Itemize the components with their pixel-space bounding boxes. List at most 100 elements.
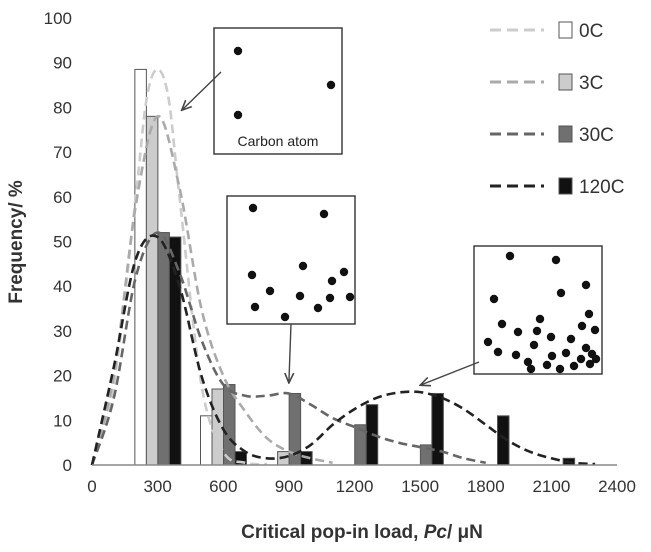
atom-dot [250,302,260,312]
atom-dot [581,280,591,290]
legend-item-30c: 30C [490,125,614,146]
atom-dot [585,359,595,369]
y-tick-label: 10 [53,411,72,430]
bar-0c-300 [134,68,147,466]
atom-dot [511,350,521,360]
y-tick-label: 70 [53,143,72,162]
legend: 0C 3C 30C 120C [490,21,624,198]
y-tick-label: 50 [53,233,72,252]
legend-item-3c: 3C [490,73,603,94]
y-tick-label: 20 [53,367,72,386]
curves-layer [90,68,596,466]
y-tick-label: 40 [53,277,72,296]
atom-dot [535,314,545,324]
inset-arrow [289,323,291,383]
x-tick-label: 300 [143,477,171,496]
atom-dot [298,261,308,271]
x-tick-label: 2400 [598,477,636,496]
x-tick-label: 1500 [401,477,439,496]
y-tick-label: 0 [63,456,72,475]
inset-label: Carbon atom [238,133,319,149]
legend-label: 30C [579,125,614,146]
atom-dot [542,360,552,370]
x-tick-label: 1200 [336,477,374,496]
atom-dot [581,343,591,353]
y-tick-label: 100 [44,9,72,28]
bar-3c-600 [211,388,224,466]
atom-dot [523,357,533,367]
legend-item-120c: 120C [490,177,624,198]
atom-dot [591,354,601,364]
y-axis-title: Frequency/ % [6,180,27,304]
atom-dot [483,337,493,347]
atom-dot [265,286,275,296]
atom-dot [529,340,539,350]
atom-dot [339,267,349,277]
x-axis-title-part-2: Pc [424,522,448,543]
x-tick-label: 600 [209,477,237,496]
inset-arrow [182,71,222,110]
inset-box [226,195,356,383]
x-tick-label: 2100 [532,477,570,496]
legend-swatch [558,125,573,143]
inset-box [420,245,603,385]
bar-120c-1500 [431,392,444,466]
legend-swatch [558,21,573,39]
legend-item-0c: 0C [490,21,603,42]
atom-dot [566,334,576,344]
legend-swatch [558,73,573,91]
atom-dot [233,110,243,120]
bar-3c-300 [145,115,159,466]
inset-frame [473,245,603,375]
atom-dot [327,276,337,286]
bar-30c-300 [157,232,170,466]
atom-dot [493,347,503,357]
y-tick-label: 30 [53,322,72,341]
atom-dot [526,364,536,374]
atom-dot [505,251,515,261]
atom-dot [247,270,257,280]
curve-120c [90,234,596,466]
atom-dot [513,327,523,337]
atom-dot [590,325,600,335]
atom-dot [233,46,243,56]
x-tick-label: 1800 [467,477,505,496]
x-tick-label: 0 [87,477,96,496]
insets-layer: Carbon atom [182,27,603,385]
inset-box: Carbon atom [182,27,343,155]
atom-dot [577,321,587,331]
atom-dot [584,309,594,319]
curve-30c [90,231,487,466]
atom-dot [313,303,323,313]
legend-swatch [558,177,573,195]
atom-dot [551,255,561,265]
x-axis-title: Critical pop-in load, Pc/ μN [241,522,483,543]
legend-label: 3C [579,73,603,94]
ticks-layer: 0 300 600 900 1200 1500 1800 2100 2400 0 10 20 30 40 5… [44,9,636,496]
atom-dot [555,364,565,374]
atom-dot [280,312,290,322]
y-tick-label: 60 [53,188,72,207]
atom-dot [345,292,355,302]
x-tick-label: 900 [275,477,303,496]
atom-dot [546,332,556,342]
atom-dot [248,203,258,213]
atom-dot [489,294,499,304]
atom-dot [556,288,566,298]
inset-arrow [420,361,480,385]
legend-label: 120C [579,177,624,198]
y-tick-label: 80 [53,98,72,117]
inset-frame [226,195,356,325]
atom-dot [326,80,336,90]
atom-dot [561,348,571,358]
y-tick-label: 90 [53,54,72,73]
atom-dot [547,351,557,361]
atom-dot [532,326,542,336]
atom-dot [497,319,507,329]
atom-dot [325,293,335,303]
x-axis-title-part-1: Critical pop-in load, [241,522,424,543]
atom-dot [576,354,586,364]
atom-dot [569,361,579,371]
